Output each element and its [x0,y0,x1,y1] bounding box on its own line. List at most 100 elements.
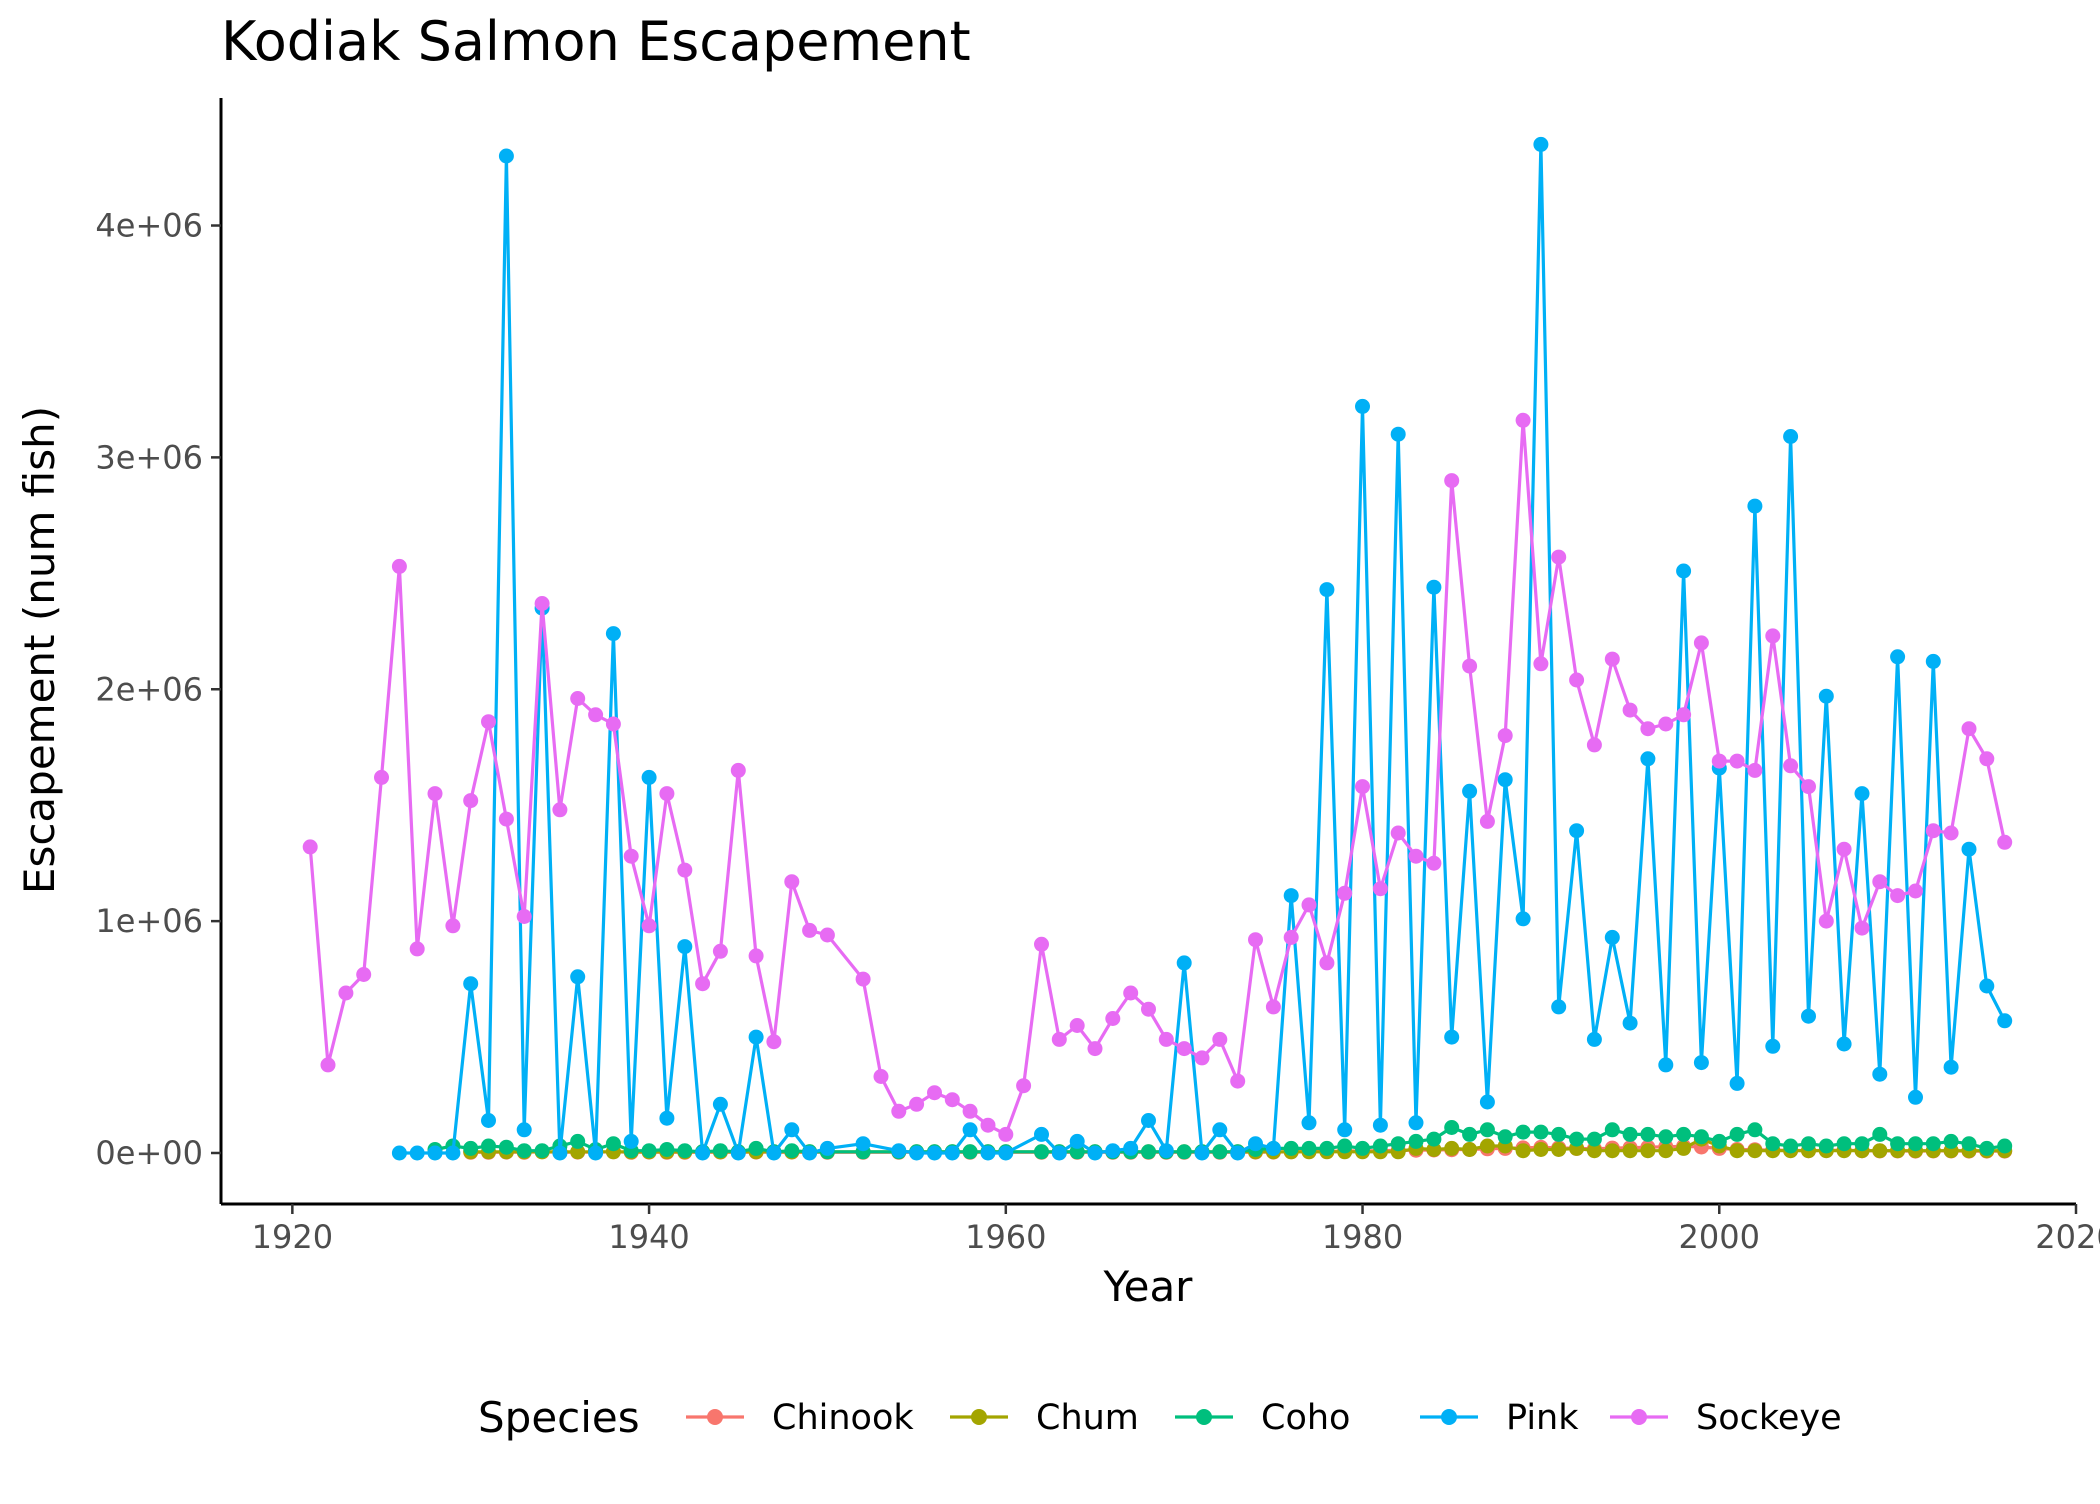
data-point-pink [1087,1145,1103,1161]
legend-item-chum: Chum [950,1398,1139,1438]
data-point-coho [1747,1122,1763,1138]
data-point-pink [1301,1115,1317,1131]
data-point-pink [1676,563,1692,579]
data-point-sockeye [320,1057,336,1073]
data-point-pink [445,1145,461,1161]
data-point-coho [659,1142,675,1157]
data-point-sockeye [534,596,550,611]
data-point-coho [1729,1126,1745,1142]
data-point-pink [1747,498,1763,514]
y-tick-label: 1e+06 [95,902,203,940]
data-point-coho [1693,1129,1709,1145]
data-point-pink [552,1145,568,1161]
data-point-pink [641,769,657,785]
data-point-sockeye [374,769,389,785]
data-point-sockeye [1016,1078,1032,1094]
data-point-sockeye [1961,721,1977,737]
data-point-sockeye [748,948,764,964]
data-point-sockeye [927,1085,942,1101]
data-point-pink [962,1122,978,1138]
legend-item-sockeye: Sockeye [1610,1398,1842,1438]
data-point-coho [463,1140,479,1156]
data-point-sockeye [1355,779,1370,795]
data-point-pink [855,1136,871,1152]
data-point-pink [1444,1029,1460,1045]
data-point-pink [677,939,693,955]
data-point-pink [1908,1089,1923,1105]
data-point-coho [1569,1131,1585,1147]
x-axis-ticks: 1920 1940 1960 1980 2000 2020 [252,1204,2100,1256]
data-point-pink [1765,1038,1781,1054]
data-point-coho [498,1139,514,1155]
data-point-coho [641,1143,657,1159]
legend-label-sockeye: Sockeye [1696,1398,1842,1438]
data-point-coho [748,1140,764,1156]
data-point-coho [1408,1133,1424,1149]
data-point-sockeye [1034,936,1049,952]
legend-key-point [1631,1409,1647,1425]
data-point-pink [1230,1145,1246,1161]
data-point-pink [1925,653,1941,669]
chart-title: Kodiak Salmon Escapement [221,10,971,73]
data-point-sockeye [1676,707,1692,723]
data-point-sockeye [1604,651,1620,667]
data-point-sockeye [463,793,479,809]
data-point-chum [1462,1142,1478,1157]
data-point-sockeye [1658,716,1674,732]
data-point-pink [766,1145,782,1161]
data-point-pink [784,1122,800,1138]
data-point-sockeye [1551,549,1567,565]
data-point-sockeye [445,918,461,934]
data-point-pink [802,1145,818,1161]
data-point-sockeye [891,1103,907,1119]
data-point-coho [962,1144,978,1160]
data-point-pink [605,626,621,642]
data-point-coho [1212,1144,1228,1160]
series-layer [302,136,2013,1161]
legend-label-pink: Pink [1506,1398,1579,1438]
data-point-pink [1051,1145,1067,1161]
data-point-coho [1801,1136,1816,1152]
data-point-sockeye [1997,834,2013,850]
data-point-coho [1497,1129,1513,1145]
data-point-sockeye [1747,762,1763,778]
data-point-coho [481,1138,496,1154]
data-point-sockeye [855,971,871,987]
data-point-sockeye [1693,635,1709,651]
data-point-sockeye [1337,885,1353,901]
data-point-pink [1426,579,1442,595]
data-point-pink [998,1145,1014,1161]
data-point-sockeye [1925,823,1941,839]
data-point-sockeye [998,1126,1014,1142]
data-point-pink [1176,955,1192,971]
data-point-sockeye [1872,874,1888,890]
data-point-pink [1569,823,1585,839]
data-point-pink [1265,1140,1281,1156]
data-point-chum [1622,1143,1638,1159]
data-point-sockeye [1319,955,1335,971]
data-point-pink [1854,786,1870,802]
data-point-sockeye [1194,1050,1210,1066]
data-point-sockeye [1711,753,1727,769]
data-point-pink [891,1143,907,1159]
data-point-pink [516,1122,532,1138]
data-point-coho [1783,1138,1799,1154]
data-point-coho [1444,1120,1460,1135]
data-point-chum [1586,1143,1602,1159]
data-point-chum [1444,1140,1460,1156]
data-point-sockeye [712,943,728,959]
series-line-pink [399,142,2007,1155]
data-point-coho [1640,1126,1656,1142]
legend-key-point [1441,1409,1457,1425]
data-point-sockeye [356,967,372,982]
data-point-coho [1676,1126,1692,1142]
data-point-pink [1319,582,1335,598]
data-point-pink [909,1145,925,1161]
series-sockeye [302,412,2013,1142]
data-point-sockeye [677,862,693,878]
data-point-chum [1658,1143,1674,1159]
data-point-coho [605,1136,621,1152]
data-point-sockeye [1283,929,1299,945]
